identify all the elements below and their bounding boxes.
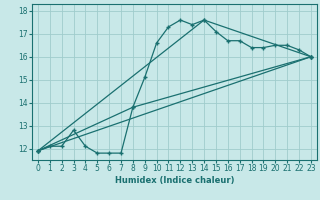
X-axis label: Humidex (Indice chaleur): Humidex (Indice chaleur): [115, 176, 234, 185]
